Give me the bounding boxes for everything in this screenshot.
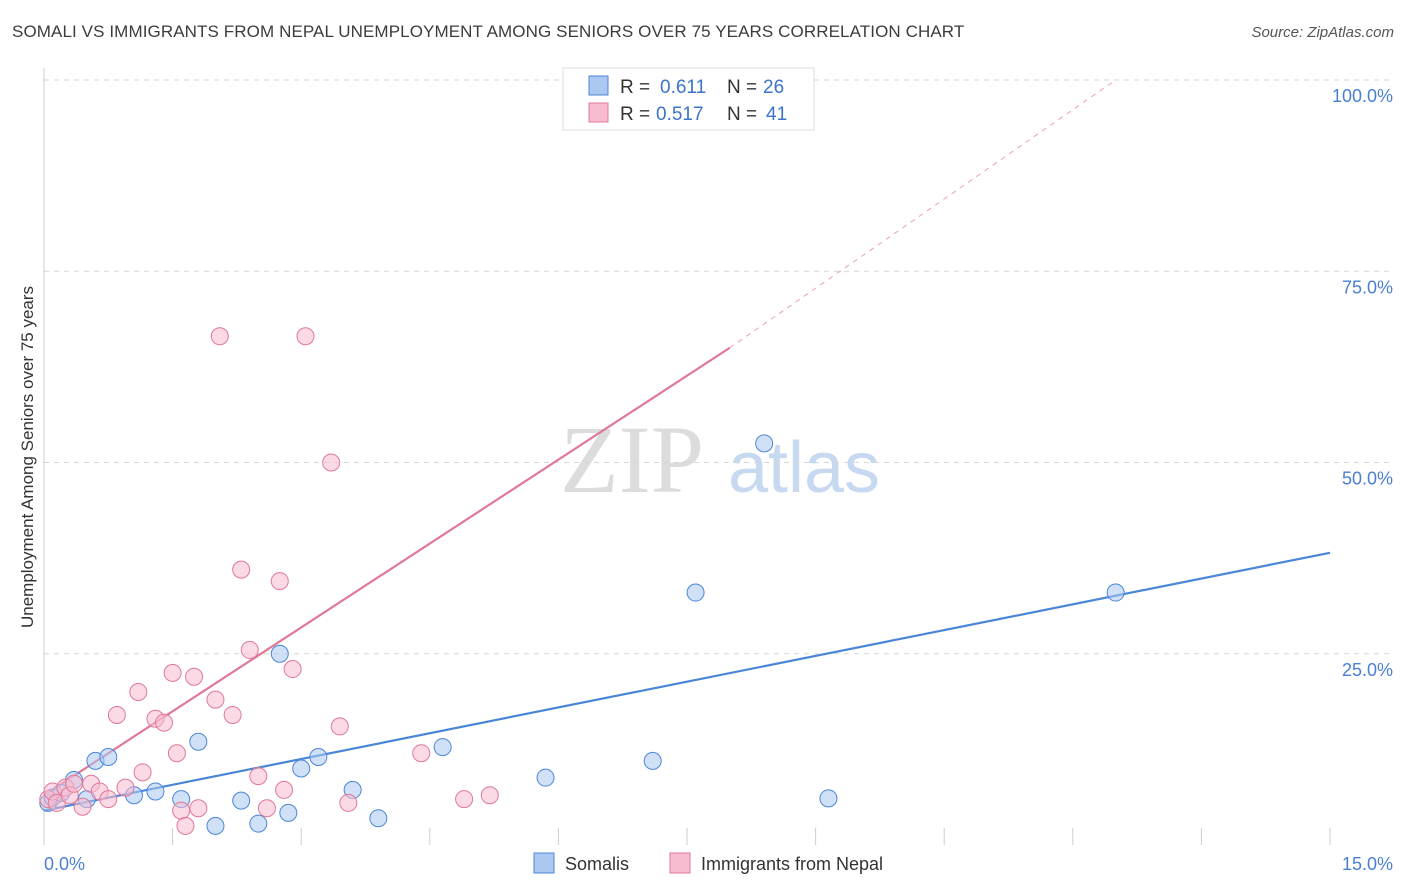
point-somalis-11 [206, 816, 225, 835]
source-label: Source: ZipAtlas.com [1251, 24, 1394, 41]
point-nepal-16 [163, 663, 182, 682]
trend-line-1 [43, 346, 731, 797]
point-somalis-26 [1106, 583, 1125, 602]
point-somalis-13 [249, 814, 268, 833]
legend-n-value-somalis: 26 [763, 77, 784, 98]
legend-r-value-somalis: 0.611 [660, 77, 706, 98]
point-nepal-29 [270, 572, 289, 591]
gridlines: 100.0% 75.0% 50.0% 25.0% [44, 79, 1393, 680]
series-legend: Somalis Immigrants from Nepal [533, 852, 883, 874]
point-nepal-27 [249, 767, 268, 786]
point-nepal-26 [240, 640, 259, 659]
axes: 0.0% 15.0% [43, 68, 1393, 874]
point-nepal-19 [176, 816, 195, 835]
point-nepal-34 [330, 717, 349, 736]
y-tick-label-1: 75.0% [1342, 277, 1393, 297]
point-somalis-22 [643, 751, 662, 770]
point-nepal-21 [189, 799, 208, 818]
point-somalis-14 [270, 644, 289, 663]
point-nepal-5 [65, 774, 84, 793]
point-somalis-16 [292, 759, 311, 778]
point-nepal-12 [129, 683, 148, 701]
chart-title: SOMALI VS IMMIGRANTS FROM NEPAL UNEMPLOY… [12, 22, 965, 41]
point-nepal-10 [107, 705, 126, 724]
y-tick-label-2: 50.0% [1342, 469, 1393, 489]
point-nepal-18 [172, 801, 191, 820]
point-nepal-30 [275, 780, 294, 799]
legend-swatch-nepal [588, 102, 609, 123]
point-somalis-24 [755, 434, 774, 453]
series-legend-label-nepal: Immigrants from Nepal [701, 854, 883, 874]
legend-swatch-somalis [588, 75, 609, 96]
point-somalis-10 [189, 732, 208, 751]
point-nepal-13 [133, 763, 152, 782]
point-somalis-8 [146, 782, 165, 801]
point-nepal-17 [167, 744, 186, 763]
point-nepal-15 [155, 713, 174, 732]
legend-n-label-nepal: N = [727, 104, 757, 125]
x-tick-label-0: 0.0% [44, 854, 85, 874]
point-somalis-20 [433, 738, 452, 757]
point-nepal-25 [232, 560, 251, 579]
series-legend-swatch-somalis [533, 852, 555, 874]
legend-r-label-nepal: R = [620, 104, 650, 125]
trend-line-extension-1 [729, 79, 1116, 349]
point-somalis-15 [279, 803, 298, 822]
legend-r-value-nepal: 0.517 [656, 104, 704, 125]
point-nepal-37 [455, 790, 474, 809]
point-nepal-23 [210, 327, 229, 346]
y-axis-label: Unemployment Among Seniors over 75 years [18, 286, 37, 628]
point-nepal-9 [99, 790, 118, 809]
point-nepal-31 [283, 660, 302, 679]
legend-n-label-somalis: N = [727, 77, 757, 98]
point-nepal-32 [296, 327, 315, 346]
legend-n-value-nepal: 41 [766, 104, 787, 125]
x-tick-label-1: 15.0% [1342, 854, 1393, 874]
watermark-atlas: atlas [728, 428, 880, 508]
series-legend-label-somalis: Somalis [565, 854, 629, 874]
point-nepal-22 [206, 690, 225, 709]
legend-r-label-somalis: R = [620, 77, 650, 98]
point-nepal-24 [223, 705, 242, 724]
point-nepal-11 [116, 778, 135, 797]
point-nepal-38 [480, 786, 499, 805]
point-nepal-28 [257, 799, 276, 818]
y-tick-label-3: 25.0% [1342, 660, 1393, 680]
point-nepal-35 [339, 793, 358, 812]
point-nepal-33 [322, 453, 341, 472]
series-legend-swatch-nepal [669, 852, 691, 874]
point-somalis-25 [819, 789, 838, 808]
point-somalis-12 [232, 791, 251, 810]
point-somalis-6 [99, 748, 118, 767]
point-somalis-23 [686, 583, 705, 602]
point-nepal-20 [185, 667, 204, 686]
stats-legend: R = 0.611 N = 26 R = 0.517 N = 41 [562, 67, 815, 131]
point-nepal-36 [412, 744, 431, 763]
watermark-zip: ZIP [560, 406, 704, 513]
point-somalis-17 [309, 748, 328, 767]
point-nepal-6 [73, 797, 92, 816]
y-tick-label-0: 100.0% [1332, 86, 1393, 106]
point-somalis-21 [536, 768, 555, 787]
point-somalis-19 [369, 809, 388, 828]
